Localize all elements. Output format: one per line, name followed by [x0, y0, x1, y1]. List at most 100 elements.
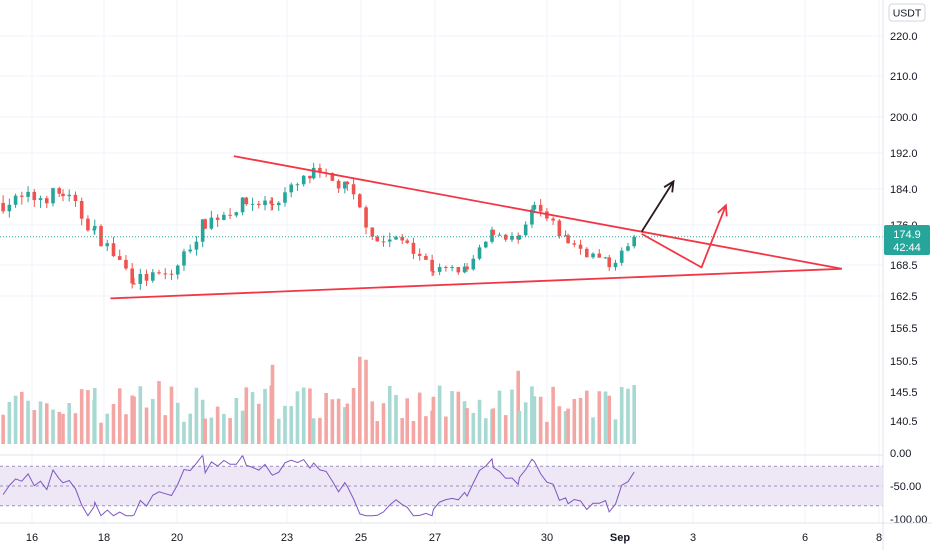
volume-bar: [150, 398, 155, 444]
candle-body: [301, 175, 306, 185]
volume-bar: [483, 418, 488, 444]
candle-body: [613, 262, 618, 268]
volume-axis: 156.5 150.5 145.5 140.5: [890, 323, 918, 428]
candle-body: [26, 191, 30, 197]
candle-body: [431, 271, 436, 273]
candle-body: [626, 246, 630, 251]
volume-bar: [330, 399, 335, 444]
volume-bar: [157, 381, 161, 444]
candle-body: [124, 259, 128, 269]
candle-body: [256, 203, 261, 206]
volume-bar: [256, 403, 261, 444]
candle-body: [289, 184, 294, 193]
volume-bar: [203, 418, 207, 444]
currency-badge[interactable]: USDT: [888, 3, 926, 22]
trendline-drawings[interactable]: [110, 155, 842, 300]
candlestick-series: [1, 162, 636, 290]
candle-body: [308, 175, 312, 179]
volume-bar: [626, 388, 630, 444]
candle-body: [318, 167, 322, 173]
candle-body: [364, 207, 368, 228]
candle-body: [572, 243, 577, 245]
candle-body: [497, 234, 502, 236]
price-tick-label: 168.5: [890, 260, 918, 272]
volume-bar: [545, 421, 549, 444]
volume-bar: [424, 416, 428, 444]
candle-body: [477, 247, 482, 259]
candle-body: [381, 241, 386, 243]
time-axis[interactable]: 16 18 20 23 25 27 30 Sep 3 6 8: [26, 532, 882, 544]
candle-body: [456, 267, 461, 273]
breakdown-arrow-head: [717, 203, 728, 217]
candle-body: [311, 167, 316, 179]
candle-body: [358, 194, 362, 208]
volume-bar: [613, 419, 618, 444]
candle-body: [222, 214, 226, 220]
volume-bar: [144, 407, 149, 444]
volume-tick-label: 145.5: [890, 387, 918, 399]
volume-bar: [516, 370, 521, 444]
volume-bar: [26, 400, 30, 444]
time-tick-label: 25: [355, 532, 367, 544]
volume-bar: [578, 397, 583, 444]
candle-body: [295, 184, 300, 186]
candle-body: [132, 283, 136, 285]
breakdown-projection-path[interactable]: [641, 204, 727, 269]
candle-body: [144, 273, 149, 281]
resistance-trendline[interactable]: [233, 155, 842, 270]
volume-tick-label: 156.5: [890, 323, 918, 335]
candle-body: [597, 253, 602, 258]
candle-body: [411, 242, 416, 254]
volume-bar: [295, 391, 300, 444]
volume-bar: [250, 392, 255, 444]
volume-bar: [566, 408, 570, 444]
candle-body: [491, 229, 496, 235]
candle-body: [607, 257, 612, 268]
candle-body: [105, 243, 110, 247]
candle-body: [471, 258, 476, 270]
candle-body: [336, 180, 341, 189]
time-tick-label: 6: [802, 532, 808, 544]
candle-body: [57, 188, 62, 194]
volume-bar: [283, 405, 287, 444]
volume-bar: [456, 391, 461, 444]
volume-bar: [318, 417, 322, 444]
candle-body: [430, 259, 434, 272]
volume-bar: [491, 408, 496, 444]
candle-body: [619, 250, 624, 263]
breakout-projection-path[interactable]: [640, 180, 675, 233]
chart-grid: [0, 0, 883, 523]
volume-bar: [169, 386, 174, 444]
candle-body: [163, 273, 168, 275]
candle-body: [563, 235, 568, 237]
support-trendline[interactable]: [110, 267, 842, 300]
volume-bar: [194, 387, 199, 444]
candle-body: [234, 212, 239, 216]
candle-body: [240, 197, 245, 213]
candle-body: [111, 243, 116, 257]
candle-body: [532, 204, 537, 210]
candle-body: [175, 265, 180, 275]
volume-bar: [32, 410, 37, 444]
candle-body: [270, 203, 275, 206]
volume-bars: [1, 356, 636, 444]
candle-body: [61, 193, 65, 197]
candle-body: [462, 266, 467, 273]
candle-body: [138, 273, 143, 284]
volume-bar: [364, 359, 368, 444]
volume-tick-label: 140.5: [890, 416, 918, 428]
candle-body: [215, 217, 220, 220]
rsi-line: [2, 453, 635, 517]
volume-bar: [387, 385, 392, 444]
volume-bar: [86, 390, 90, 444]
volume-bar: [92, 388, 97, 444]
candle-body: [351, 184, 356, 195]
volume-bar: [431, 396, 436, 444]
candle-body: [188, 249, 192, 252]
volume-bar: [132, 396, 136, 444]
currency-label: USDT: [893, 8, 922, 20]
volume-bar: [444, 416, 448, 444]
candle-body: [345, 181, 350, 185]
candle-body: [343, 181, 347, 189]
